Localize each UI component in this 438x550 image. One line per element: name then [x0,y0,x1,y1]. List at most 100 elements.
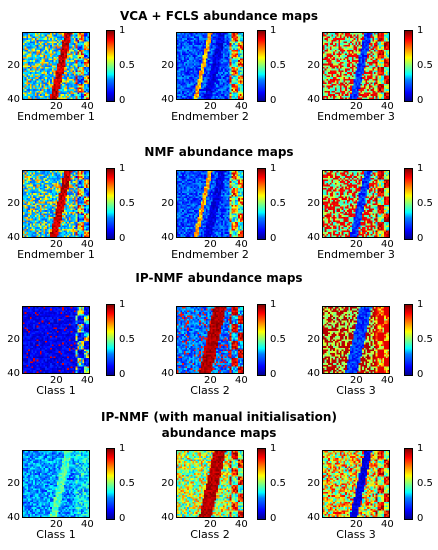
heatmap-cell [338,38,341,40]
heatmap-cell [45,38,47,40]
heatmap-cell [65,176,68,178]
heatmap-cell [204,72,206,74]
heatmap-cell [367,50,369,52]
heatmap-cell [74,99,76,100]
heatmap-cell [357,92,359,95]
heatmap-cell [379,34,381,37]
heatmap-cell [360,84,363,86]
heatmap-cell [238,38,240,40]
heatmap-cell [212,48,215,51]
heatmap-cell [352,99,354,100]
heatmap-cell [75,55,78,57]
heatmap-cell [211,92,213,95]
heatmap-cell [80,44,83,47]
heatmap-cell [353,73,356,76]
heatmap-cell [33,51,35,54]
heatmap-cell [205,85,208,88]
heatmap-cell [367,55,369,57]
heatmap-cell [387,75,389,78]
heatmap-cell [204,99,206,100]
heatmap-cell [363,89,366,91]
heatmap-cell [370,63,373,66]
heatmap-cell [357,80,359,83]
heatmap-cell [365,34,368,37]
heatmap-cell [26,171,29,173]
heatmap-cell [23,50,25,52]
heatmap-cell [82,48,85,51]
heatmap-cell [217,77,220,79]
heatmap-cell [346,38,349,40]
heatmap-cell [63,55,66,57]
heatmap-cell [341,68,344,71]
heatmap-cell [238,70,240,73]
heatmap-cell [34,84,37,86]
heatmap-cell [372,78,375,81]
heatmap-cell [233,80,235,83]
heatmap-cell [185,70,188,73]
heatmap-cell [85,63,88,66]
heatmap-cell [200,67,203,69]
heatmap-cell [48,58,51,61]
heatmap-cell [67,97,69,99]
heatmap-cell [358,95,361,98]
heatmap-cell [333,70,335,73]
heatmap-cell [363,72,366,74]
heatmap-cell [243,69,244,71]
heatmap-cell [75,56,78,59]
heatmap-cell [328,65,330,68]
heatmap-cell [68,56,71,59]
heatmap-cell [340,78,342,81]
heatmap-cell [55,53,58,56]
heatmap-cell [336,55,339,57]
heatmap-cell [38,53,41,56]
heatmap-cell [209,55,212,57]
heatmap-cell [72,38,75,40]
heatmap-cell [82,77,85,79]
heatmap-cell [336,89,339,91]
heatmap-cell [89,96,90,98]
heatmap-cell [58,60,61,62]
heatmap-cell [59,99,61,100]
heatmap-cell [234,38,237,40]
heatmap-cell [355,41,358,44]
heatmap-cell [182,36,184,39]
heatmap-cell [33,77,35,79]
heatmap-cell [87,65,89,68]
heatmap-cell [82,65,85,68]
heatmap-cell [343,61,346,64]
heatmap-cell [84,58,86,61]
heatmap-cell [326,95,329,98]
heatmap-cell [67,63,69,66]
heatmap-cell [370,82,373,85]
heatmap-cell [350,60,352,62]
heatmap-cell [43,58,46,61]
heatmap-cell [234,34,237,37]
heatmap-cell [211,73,213,76]
heatmap-cell [80,67,83,69]
heatmap-cell [43,99,45,100]
heatmap-cell [372,90,375,93]
heatmap-cell [80,48,83,51]
heatmap-cell [326,33,329,35]
heatmap-cell [329,87,332,90]
heatmap-cell [385,38,388,40]
heatmap-cell [40,38,42,40]
heatmap-cell [87,68,89,71]
heatmap-cell [375,90,378,93]
heatmap-cell [29,70,32,73]
heatmap-cell [348,65,351,68]
heatmap-cell [357,68,359,71]
heatmap-cell [331,44,334,47]
heatmap-cell [41,77,44,79]
heatmap-cell [192,34,195,37]
heatmap-cell [75,43,78,45]
heatmap-cell [233,77,235,79]
heatmap-cell [40,82,42,85]
heatmap-cell [199,70,201,73]
heatmap-cell [353,63,356,66]
heatmap-cell [45,90,47,93]
heatmap-cell [368,72,371,74]
heatmap-cell [26,85,29,88]
heatmap-cell [41,65,44,68]
heatmap-cell [207,34,210,37]
